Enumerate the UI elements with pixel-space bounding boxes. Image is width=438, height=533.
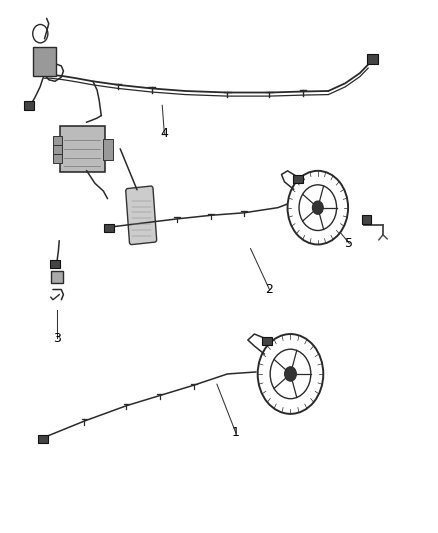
- FancyBboxPatch shape: [103, 139, 113, 159]
- Circle shape: [285, 367, 297, 381]
- FancyBboxPatch shape: [262, 337, 272, 345]
- FancyBboxPatch shape: [60, 126, 105, 172]
- FancyBboxPatch shape: [293, 175, 303, 183]
- FancyBboxPatch shape: [104, 224, 114, 232]
- Circle shape: [312, 201, 323, 214]
- Text: 5: 5: [345, 237, 353, 250]
- FancyBboxPatch shape: [32, 47, 57, 76]
- FancyBboxPatch shape: [38, 434, 48, 443]
- Text: 2: 2: [265, 283, 273, 296]
- Text: 1: 1: [232, 426, 240, 439]
- FancyBboxPatch shape: [53, 145, 62, 154]
- FancyBboxPatch shape: [361, 215, 371, 224]
- FancyBboxPatch shape: [367, 54, 378, 64]
- Text: 3: 3: [53, 332, 61, 345]
- FancyBboxPatch shape: [53, 154, 62, 163]
- FancyBboxPatch shape: [24, 101, 34, 110]
- FancyBboxPatch shape: [50, 260, 60, 268]
- FancyBboxPatch shape: [126, 186, 157, 245]
- Text: 4: 4: [160, 127, 168, 140]
- FancyBboxPatch shape: [51, 271, 64, 283]
- FancyBboxPatch shape: [53, 135, 62, 145]
